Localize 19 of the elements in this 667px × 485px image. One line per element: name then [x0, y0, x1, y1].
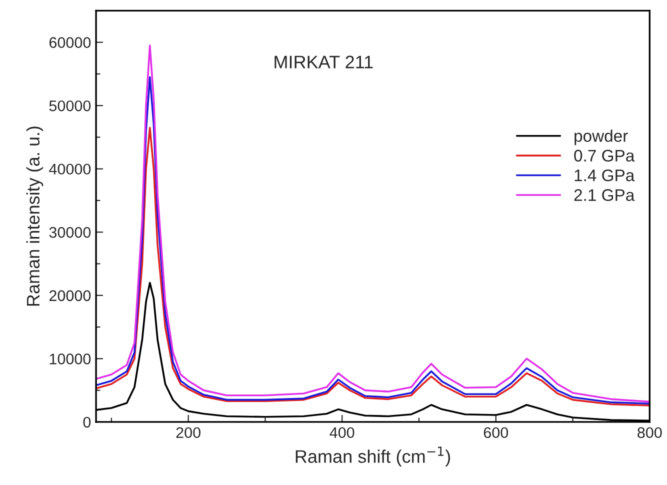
line-series [96, 126, 650, 406]
y-tick-label: 40000 [49, 164, 91, 175]
y-tick-label: 20000 [49, 290, 91, 302]
x-tick-label: 200 [176, 427, 200, 438]
x-tick-label: 800 [638, 427, 662, 438]
x-axis-title: Raman shift (cm$^{−1}$) [296, 446, 450, 466]
x-tick-label: 600 [484, 427, 508, 438]
legend-label: 1.4 GPa [574, 169, 635, 182]
y-tick-label: 30000 [49, 226, 91, 238]
y-axis-title: Raman intensity (a. u.) [26, 126, 44, 306]
x-tick-label: 400 [330, 427, 354, 438]
y-tick-label: 0 [83, 416, 91, 428]
legend-label: powder [574, 130, 628, 146]
legend-label: 0.7 GPa [574, 150, 635, 162]
legend-label: 2.1 GPa [574, 189, 635, 201]
annotation: MIRKAT 211 [274, 56, 373, 68]
y-tick-label: 50000 [49, 100, 91, 112]
y-tick-label: 60000 [49, 37, 91, 48]
y-tick-label: 10000 [50, 354, 91, 364]
